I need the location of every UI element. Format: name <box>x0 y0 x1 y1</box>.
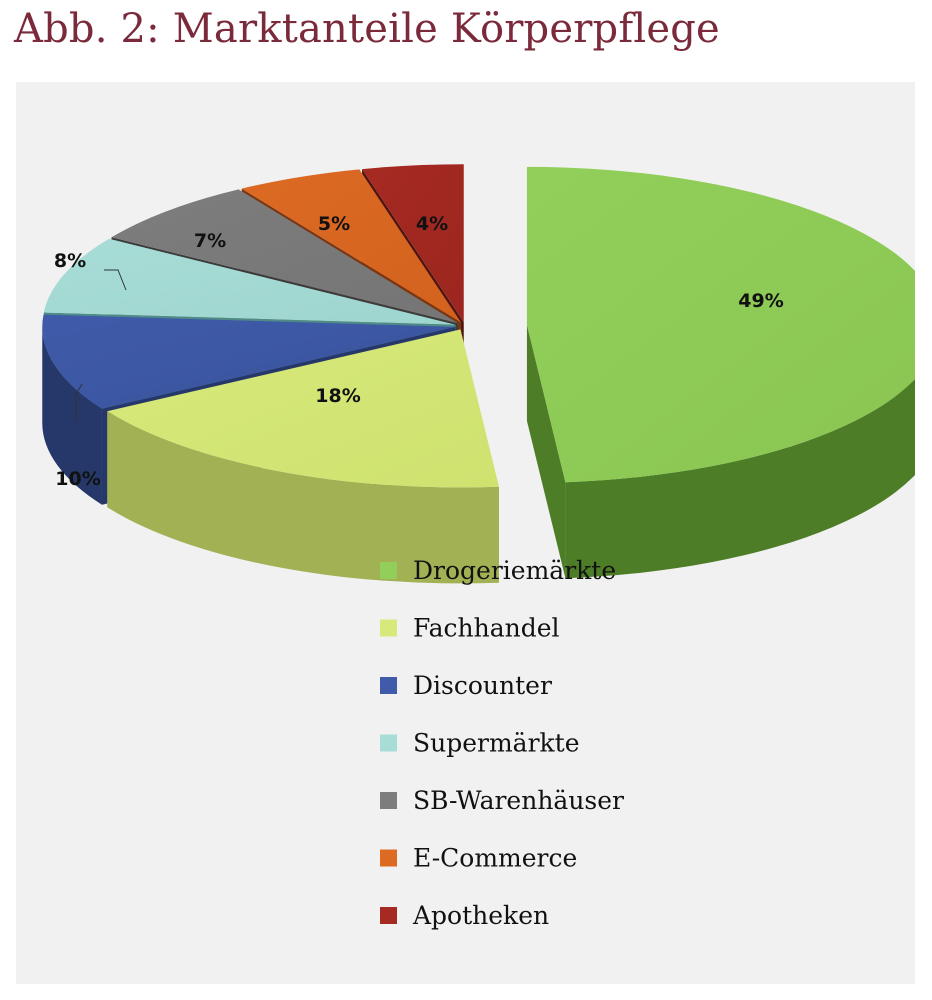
data-label-e-commerce: 5% <box>318 213 350 235</box>
chart-title: Abb. 2: Marktanteile Körperpflege <box>14 6 720 52</box>
slice-top <box>241 169 462 323</box>
data-label-apotheken: 4% <box>416 213 448 235</box>
slice-top <box>362 164 464 323</box>
slice-top <box>111 189 458 324</box>
slice-top <box>42 314 456 409</box>
legend-item-supermaerkte: Supermärkte <box>380 729 580 758</box>
legend-item-sb-warenhaeuser: SB-Warenhäuser <box>380 786 624 815</box>
data-label-sb-warenhaeuser: 7% <box>194 230 226 252</box>
legend-label: Drogeriemärkte <box>413 556 616 585</box>
legend-item-e-commerce: E-Commerce <box>380 844 577 873</box>
data-label-drogeriemaerkte: 49% <box>738 290 783 312</box>
pie-slices <box>42 164 915 584</box>
legend-swatch <box>380 562 397 579</box>
pie-chart: 49% 18% 10% 8% 7% 5% 4% Drogeriemärkte Fachhand… <box>42 164 915 930</box>
legend-item-apotheken: Apotheken <box>380 901 549 930</box>
slice-top <box>107 329 499 488</box>
legend-swatch <box>380 734 397 752</box>
legend-label: Apotheken <box>412 901 549 930</box>
legend-swatch <box>380 907 397 924</box>
leader-line <box>104 269 127 291</box>
legend-swatch <box>380 677 397 694</box>
slice-top <box>526 166 915 483</box>
legend-swatch <box>380 792 397 809</box>
legend-label: Discounter <box>413 671 552 700</box>
slice-side <box>107 411 499 584</box>
legend-label: SB-Warenhäuser <box>413 786 624 815</box>
leader-line <box>75 383 83 422</box>
chart-panel: 49% 18% 10% 8% 7% 5% 4% Drogeriemärkte Fachhand… <box>16 82 915 984</box>
slice-wall <box>526 324 566 579</box>
legend-item-drogeriemaerkte: Drogeriemärkte <box>380 556 616 585</box>
slice-side <box>565 378 915 579</box>
slice-top <box>43 238 456 325</box>
slice-drogeriemaerkte <box>526 166 915 579</box>
legend-item-fachhandel: Fachhandel <box>380 614 560 643</box>
legend-label: E-Commerce <box>413 844 577 873</box>
legend-item-discounter: Discounter <box>380 671 552 700</box>
legend: Drogeriemärkte Fachhandel Discounter Superm… <box>380 556 624 930</box>
data-label-discounter: 10% <box>55 468 100 490</box>
slice-fachhandel <box>107 329 499 584</box>
data-label-supermaerkte: 8% <box>54 250 86 272</box>
legend-swatch <box>380 849 397 867</box>
legend-label: Supermärkte <box>413 729 580 758</box>
legend-swatch <box>380 619 397 637</box>
data-label-fachhandel: 18% <box>315 385 360 407</box>
data-labels: 49% 18% 10% 8% 7% 5% 4% <box>54 213 784 490</box>
legend-label: Fachhandel <box>413 614 560 643</box>
slice-side <box>42 326 102 505</box>
